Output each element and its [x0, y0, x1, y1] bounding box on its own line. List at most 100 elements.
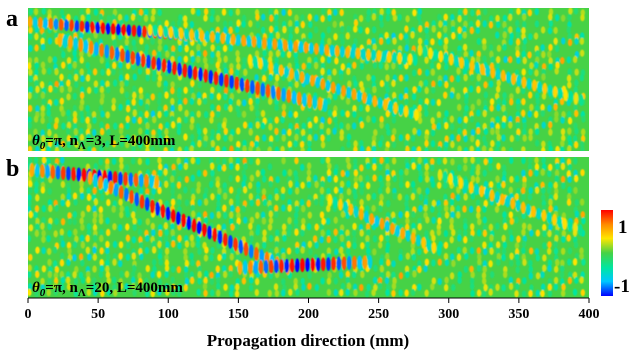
field-blob — [515, 116, 520, 124]
wave-blob — [532, 79, 537, 92]
field-blob — [235, 50, 240, 58]
field-blob — [423, 204, 428, 212]
field-blob — [457, 276, 462, 285]
wave-blob — [526, 203, 531, 216]
field-blob — [255, 169, 261, 178]
field-blob — [404, 289, 409, 297]
field-blob — [379, 258, 384, 266]
field-blob — [60, 218, 66, 226]
field-blob — [177, 234, 182, 242]
field-blob — [307, 194, 312, 202]
field-blob — [294, 205, 300, 213]
field-blob — [327, 37, 332, 46]
wave-blob — [204, 30, 210, 43]
field-blob — [131, 139, 136, 147]
field-blob — [203, 187, 209, 195]
field-blob — [340, 63, 346, 71]
field-blob — [307, 282, 312, 290]
field-blob — [242, 121, 248, 129]
field-blob — [332, 127, 337, 135]
field-blob — [469, 223, 475, 231]
field-blob — [469, 247, 475, 255]
field-blob — [130, 157, 136, 165]
wave-blob — [355, 47, 361, 60]
field-blob — [197, 265, 202, 273]
field-blob — [131, 282, 136, 290]
field-blob — [449, 223, 454, 231]
field-blob — [163, 85, 168, 93]
field-blob — [216, 85, 222, 93]
field-blob — [157, 92, 163, 100]
field-blob — [223, 103, 229, 111]
field-blob — [398, 211, 403, 219]
field-blob — [455, 194, 461, 202]
field-blob — [566, 234, 571, 242]
field-blob — [366, 8, 371, 17]
wave-blob — [142, 25, 147, 38]
field-blob — [301, 283, 306, 291]
wave-blob — [243, 242, 249, 257]
wave-blob — [350, 46, 356, 59]
field-blob — [353, 146, 358, 151]
field-blob — [177, 175, 182, 184]
wave-blob — [282, 39, 288, 52]
field-blob — [431, 80, 436, 88]
field-blob — [346, 188, 352, 196]
field-blob — [46, 122, 52, 130]
field-blob — [228, 157, 234, 165]
field-blob — [216, 67, 222, 76]
field-blob — [105, 140, 110, 148]
field-blob — [72, 92, 78, 100]
field-blob — [488, 44, 494, 52]
field-blob — [490, 127, 495, 136]
x-tick-label: 400 — [579, 307, 600, 322]
field-blob — [280, 145, 285, 151]
field-blob — [320, 141, 326, 149]
wave-blob — [371, 49, 376, 62]
wave-blob — [376, 49, 382, 62]
field-blob — [130, 13, 136, 22]
field-blob — [294, 128, 300, 136]
field-blob — [437, 79, 443, 87]
field-blob — [404, 194, 409, 202]
field-blob — [79, 234, 85, 242]
field-blob — [483, 284, 488, 292]
field-blob — [282, 26, 287, 34]
wave-blob — [448, 53, 454, 66]
field-blob — [482, 260, 488, 268]
field-blob — [280, 247, 286, 255]
wave-blob — [402, 52, 408, 65]
field-blob — [366, 283, 371, 292]
field-blob — [163, 168, 168, 176]
field-blob — [47, 271, 53, 279]
field-blob — [138, 127, 143, 135]
field-blob — [80, 86, 85, 94]
field-blob — [385, 110, 390, 118]
field-blob — [339, 122, 344, 130]
field-blob — [385, 186, 391, 194]
field-blob — [40, 91, 46, 100]
field-blob — [398, 134, 404, 142]
field-blob — [515, 45, 520, 53]
wave-blob — [468, 181, 474, 194]
field-blob — [567, 127, 572, 135]
field-blob — [443, 284, 449, 292]
wave-blob — [381, 50, 387, 63]
field-blob — [352, 61, 357, 69]
field-blob — [392, 192, 397, 200]
field-blob — [566, 74, 572, 83]
field-blob — [216, 224, 221, 232]
wave-blob — [272, 38, 278, 51]
field-blob — [274, 229, 280, 237]
field-blob — [488, 15, 494, 23]
field-blob — [468, 205, 474, 213]
field-blob — [476, 211, 481, 220]
wave-blob — [189, 28, 195, 41]
field-blob — [515, 50, 520, 58]
field-blob — [144, 277, 149, 285]
field-blob — [99, 145, 104, 151]
field-blob — [105, 61, 110, 70]
field-blob — [417, 260, 422, 268]
field-blob — [85, 8, 91, 15]
field-blob — [534, 69, 539, 77]
